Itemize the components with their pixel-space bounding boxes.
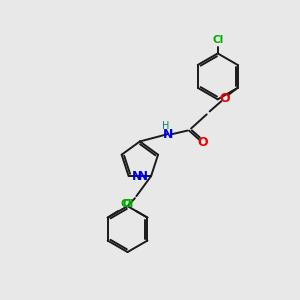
Text: Cl: Cl <box>212 35 223 45</box>
Text: H: H <box>162 121 169 130</box>
Text: N: N <box>138 170 148 183</box>
Text: Cl: Cl <box>123 200 134 209</box>
Text: O: O <box>219 92 230 105</box>
Text: O: O <box>197 136 208 149</box>
Text: Cl: Cl <box>120 200 131 209</box>
Text: N: N <box>163 128 173 141</box>
Text: N: N <box>132 170 142 183</box>
